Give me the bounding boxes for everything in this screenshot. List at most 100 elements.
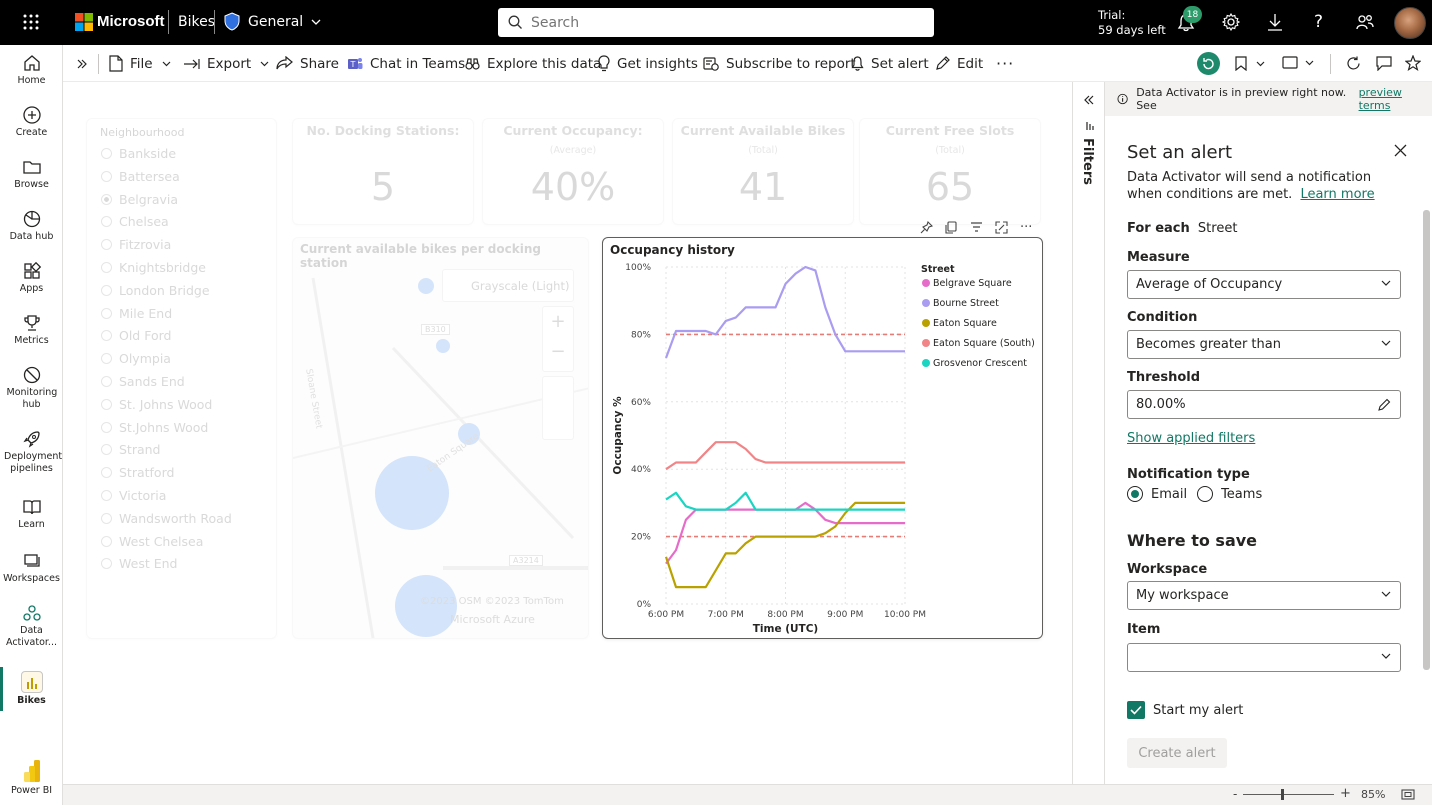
slicer-item[interactable]: Wandsworth Road (101, 511, 232, 526)
slicer-item[interactable]: Knightsbridge (101, 260, 206, 275)
slicer-item[interactable]: Bankside (101, 146, 176, 161)
download-button[interactable] (1267, 13, 1283, 35)
start-alert-checkbox[interactable] (1127, 701, 1145, 719)
station-bubble[interactable] (418, 278, 434, 294)
slicer-radio[interactable] (101, 307, 112, 319)
slicer-radio[interactable] (101, 376, 112, 387)
kpi-card-occupancy[interactable]: Current Occupancy: (Average) 40% (482, 118, 664, 225)
share-button[interactable]: Share (276, 45, 339, 82)
slicer-item[interactable]: St. Johns Wood (101, 397, 212, 412)
slicer-radio[interactable] (101, 398, 112, 410)
get-insights-button[interactable]: Get insights (598, 45, 698, 82)
refresh-status-button[interactable] (1197, 52, 1220, 75)
nav-create[interactable]: Create (0, 105, 63, 139)
slicer-item[interactable]: Stratford (101, 465, 174, 480)
slicer-item[interactable]: Fitzrovia (101, 237, 171, 252)
occupancy-history-chart[interactable]: Occupancy history 0% 20% 40% 60% 80% 100% 6:00 … (602, 237, 1043, 639)
edit-button[interactable]: Edit (935, 45, 983, 82)
search-box[interactable] (498, 8, 934, 37)
zoom-out-button[interactable]: - (1233, 787, 1238, 801)
station-bubble[interactable] (395, 575, 457, 637)
app-launcher-icon[interactable] (22, 13, 40, 35)
set-alert-button[interactable]: Set alert (851, 45, 929, 82)
zoom-slider[interactable] (1243, 794, 1334, 795)
slicer-item[interactable]: Mile End (101, 306, 172, 321)
slicer-radio[interactable] (101, 558, 112, 570)
pin-icon[interactable] (920, 221, 933, 234)
slicer-radio[interactable] (101, 467, 112, 479)
slicer-item[interactable]: St.Johns Wood (101, 420, 208, 435)
item-dropdown[interactable] (1127, 643, 1401, 672)
nav-browse[interactable]: Browse (0, 157, 63, 191)
kpi-card-docking-stations[interactable]: No. Docking Stations: 5 (292, 118, 474, 225)
comments-button[interactable] (1376, 56, 1392, 75)
help-icon[interactable]: ? (1314, 12, 1324, 32)
neighbourhood-slicer[interactable]: Neighbourhood Bankside Battersea Belgravia… (86, 118, 277, 639)
feedback-button[interactable] (1355, 12, 1375, 36)
trial-status[interactable]: Trial: 59 days left (1098, 8, 1166, 38)
bike-map-visual[interactable]: Current available bikes per docking stat… (292, 237, 589, 639)
pencil-icon[interactable] (1378, 398, 1391, 411)
view-menu[interactable] (1282, 56, 1314, 69)
preview-terms-link[interactable]: preview terms (1358, 86, 1402, 112)
expand-button[interactable] (76, 45, 95, 82)
zoom-in-button[interactable]: + (1340, 786, 1351, 801)
filters-pane-collapsed[interactable]: Filters (1072, 82, 1105, 784)
slicer-item[interactable]: West Chelsea (101, 534, 203, 549)
nav-home[interactable]: Home (0, 53, 63, 87)
nav-bikes[interactable]: Bikes (0, 671, 63, 707)
filter-icon[interactable] (970, 221, 983, 234)
slicer-radio[interactable] (101, 421, 112, 433)
slicer-item[interactable]: West End (101, 556, 177, 571)
settings-button[interactable] (1221, 12, 1241, 35)
avatar[interactable] (1394, 7, 1426, 39)
slicer-item[interactable]: Sands End (101, 374, 185, 389)
slicer-radio[interactable] (101, 490, 112, 501)
slicer-item[interactable]: London Bridge (101, 283, 210, 298)
slicer-radio[interactable] (101, 330, 112, 342)
slicer-radio[interactable] (101, 444, 112, 456)
search-input[interactable] (531, 14, 911, 31)
more-options-icon[interactable]: ··· (996, 54, 1015, 73)
email-radio[interactable] (1127, 486, 1143, 502)
slicer-radio[interactable] (101, 353, 112, 365)
slicer-radio[interactable] (101, 170, 112, 182)
fit-to-page-icon[interactable] (1401, 789, 1415, 804)
slicer-radio[interactable] (101, 193, 112, 205)
nav-data-activator[interactable]: Data Activator... (0, 603, 63, 649)
nav-learn[interactable]: Learn (0, 497, 63, 531)
workspace-dropdown[interactable]: My workspace (1127, 581, 1401, 610)
tilt-rotate-controls[interactable] (542, 376, 574, 440)
nav-workspaces[interactable]: Workspaces (0, 551, 63, 585)
slicer-item[interactable]: Battersea (101, 169, 180, 184)
filters-label[interactable]: Filters (1080, 138, 1095, 185)
nav-metrics[interactable]: Metrics (0, 313, 63, 347)
nav-apps[interactable]: Apps (0, 261, 63, 295)
panel-scrollbar[interactable] (1423, 210, 1430, 670)
slicer-item[interactable]: Old Ford (101, 328, 171, 343)
teams-radio[interactable] (1197, 486, 1214, 502)
map-style-button[interactable]: Grayscale (Light) (442, 269, 574, 302)
copy-icon[interactable] (945, 221, 958, 234)
nav-deployment-pipelines[interactable]: Deployment pipelines (0, 429, 63, 475)
slicer-radio[interactable] (101, 535, 112, 547)
learn-more-link[interactable]: Learn more (1300, 187, 1375, 202)
kpi-card-available-bikes[interactable]: Current Available Bikes (Total) 41 (672, 118, 854, 225)
collapse-chevron-icon[interactable] (1084, 94, 1094, 109)
zoom-slider-thumb[interactable] (1281, 789, 1284, 800)
explore-data-button[interactable]: Explore this data (465, 45, 601, 82)
export-menu[interactable]: Export (183, 45, 276, 82)
slicer-item[interactable]: Strand (101, 442, 161, 457)
slicer-item[interactable]: Victoria (101, 488, 166, 503)
favorite-button[interactable] (1404, 54, 1422, 75)
sensitivity-dropdown[interactable]: General (248, 14, 321, 30)
slicer-radio[interactable] (101, 239, 112, 251)
slicer-item[interactable]: Olympia (101, 351, 171, 366)
nav-data-hub[interactable]: Data hub (0, 209, 63, 243)
slicer-radio[interactable] (101, 284, 112, 296)
kpi-card-free-slots[interactable]: Current Free Slots (Total) 65 (859, 118, 1041, 225)
close-button[interactable] (1394, 144, 1407, 161)
power-bi-switcher[interactable]: Power BI (0, 759, 63, 797)
condition-dropdown[interactable]: Becomes greater than (1127, 330, 1401, 359)
slicer-radio[interactable] (101, 216, 112, 228)
